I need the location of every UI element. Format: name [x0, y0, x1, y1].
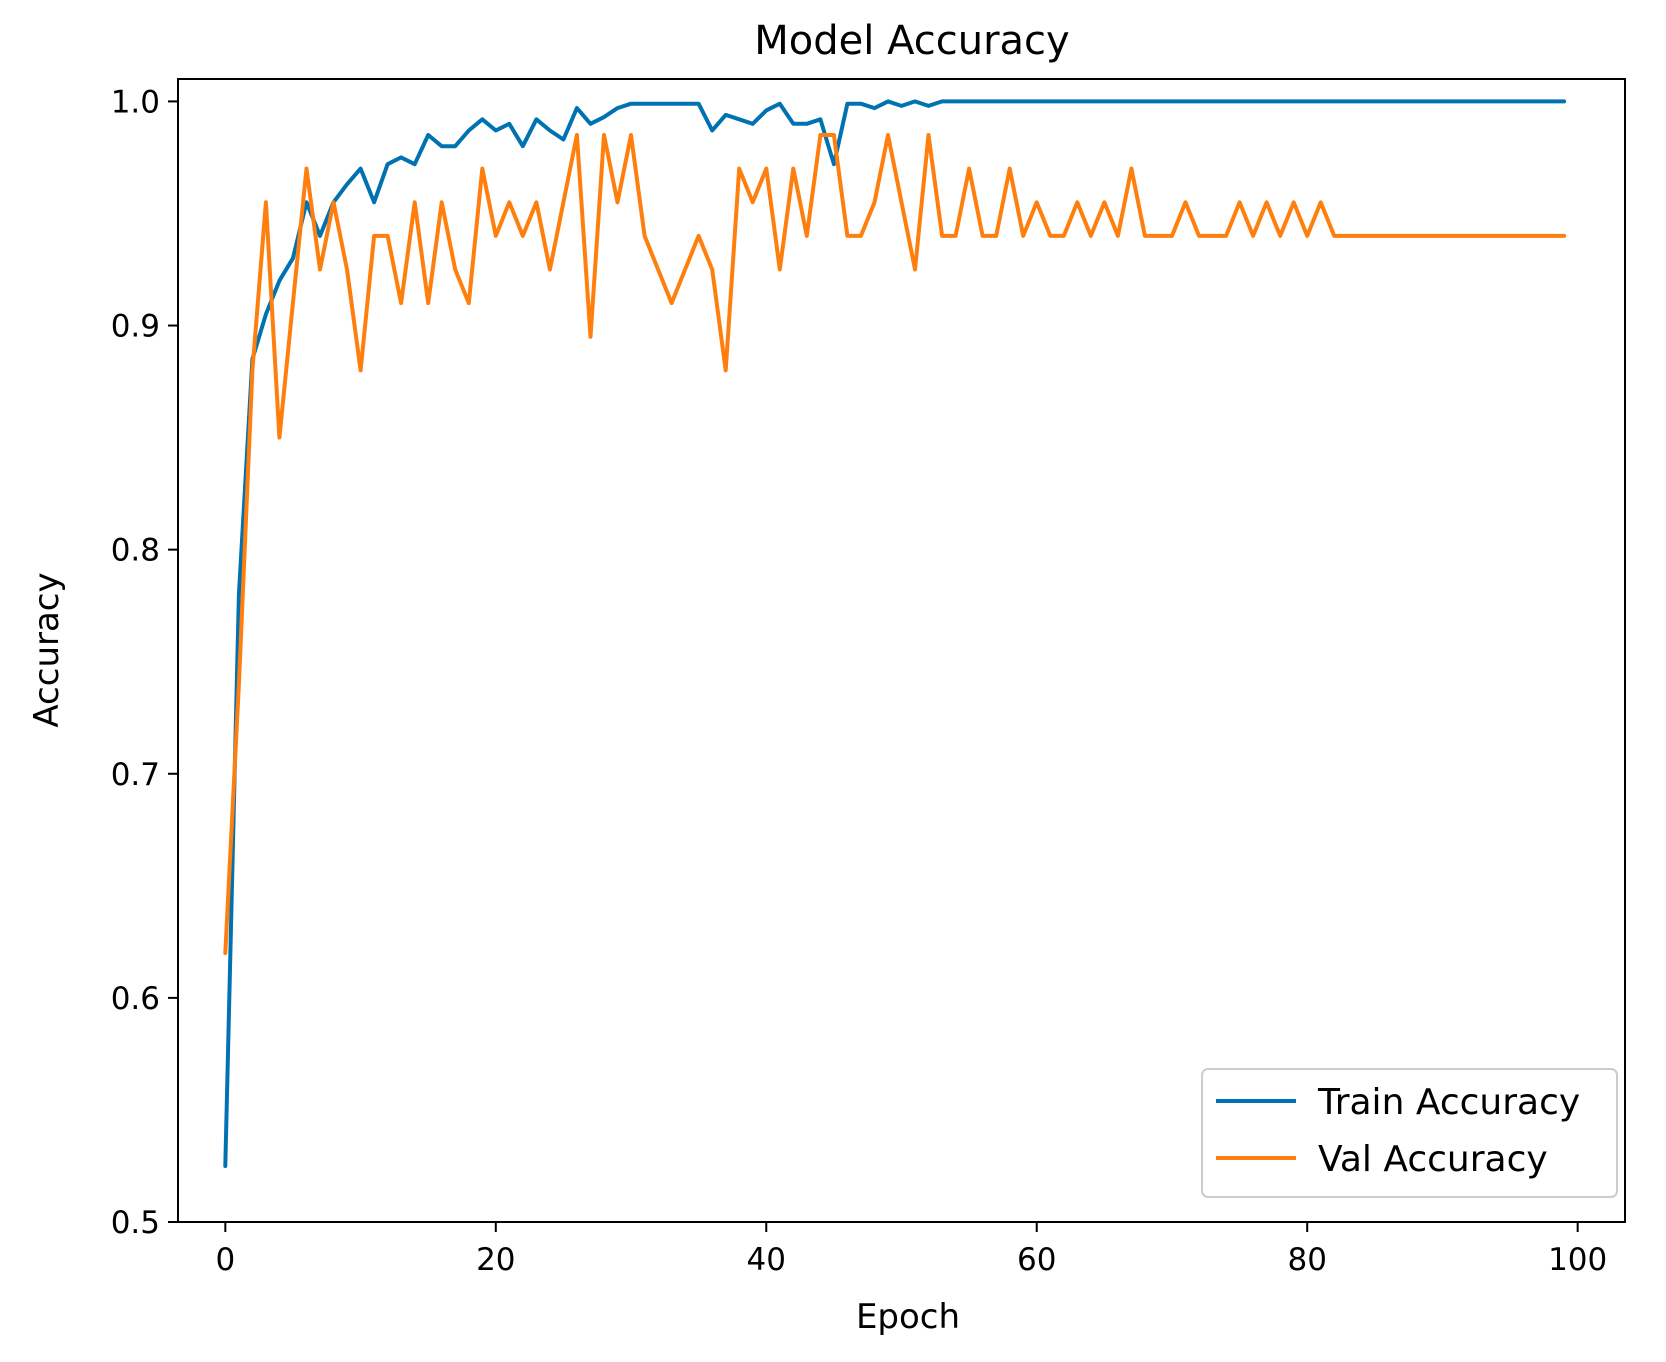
chart-title: Model Accuracy: [754, 18, 1069, 64]
plot-lines: [223, 99, 1567, 1168]
y-tick-label: 1.0: [111, 84, 160, 120]
x-tick-label: 20: [476, 1242, 515, 1278]
y-tick-label: 0.9: [111, 309, 160, 345]
x-axis-ticks: 0 20 40 60 80 100: [215, 1222, 1607, 1278]
y-tick-label: 0.5: [111, 1205, 160, 1241]
y-tick-label: 0.6: [111, 981, 160, 1017]
x-axis-title: Epoch: [856, 1297, 960, 1337]
plot-frame: [177, 78, 1626, 1223]
series-line-val: [223, 133, 1567, 956]
y-axis-title: Accuracy: [27, 572, 67, 727]
x-tick-label: 0: [215, 1242, 235, 1278]
y-tick-label: 0.7: [111, 757, 160, 793]
x-tick-label: 80: [1287, 1242, 1326, 1278]
legend-label-train: Train Accuracy: [1317, 1082, 1580, 1123]
y-axis-ticks: 0.5 0.6 0.7 0.8 0.9 1.0: [111, 84, 178, 1241]
y-tick-label: 0.8: [111, 533, 160, 569]
legend: Train Accuracy Val Accuracy: [1201, 1068, 1618, 1198]
legend-label-val: Val Accuracy: [1318, 1139, 1548, 1180]
x-tick-label: 60: [1017, 1242, 1056, 1278]
x-tick-label: 40: [747, 1242, 786, 1278]
x-tick-label: 100: [1548, 1242, 1607, 1278]
legend-box: [1201, 1068, 1618, 1198]
series-line-train: [223, 99, 1567, 1168]
